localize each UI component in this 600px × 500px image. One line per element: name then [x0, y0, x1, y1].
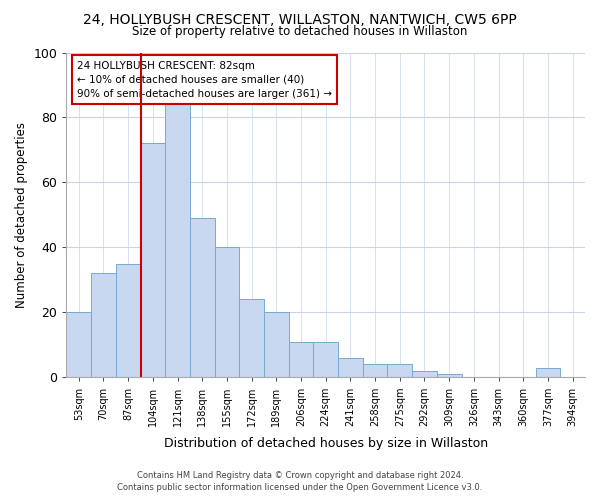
Text: 24, HOLLYBUSH CRESCENT, WILLASTON, NANTWICH, CW5 6PP: 24, HOLLYBUSH CRESCENT, WILLASTON, NANTW…: [83, 12, 517, 26]
X-axis label: Distribution of detached houses by size in Willaston: Distribution of detached houses by size …: [164, 437, 488, 450]
Bar: [190, 218, 215, 378]
Text: Contains HM Land Registry data © Crown copyright and database right 2024.
Contai: Contains HM Land Registry data © Crown c…: [118, 471, 482, 492]
Bar: [264, 312, 289, 378]
Bar: [412, 371, 437, 378]
Text: Size of property relative to detached houses in Willaston: Size of property relative to detached ho…: [133, 25, 467, 38]
Bar: [91, 274, 116, 378]
Bar: [165, 101, 190, 377]
Bar: [388, 364, 412, 378]
Bar: [437, 374, 461, 378]
Bar: [239, 300, 264, 378]
Bar: [313, 342, 338, 378]
Bar: [289, 342, 313, 378]
Bar: [116, 264, 140, 378]
Y-axis label: Number of detached properties: Number of detached properties: [15, 122, 28, 308]
Bar: [338, 358, 363, 378]
Text: 24 HOLLYBUSH CRESCENT: 82sqm
← 10% of detached houses are smaller (40)
90% of se: 24 HOLLYBUSH CRESCENT: 82sqm ← 10% of de…: [77, 60, 332, 98]
Bar: [215, 248, 239, 378]
Bar: [67, 312, 91, 378]
Bar: [140, 144, 165, 378]
Bar: [363, 364, 388, 378]
Bar: [536, 368, 560, 378]
